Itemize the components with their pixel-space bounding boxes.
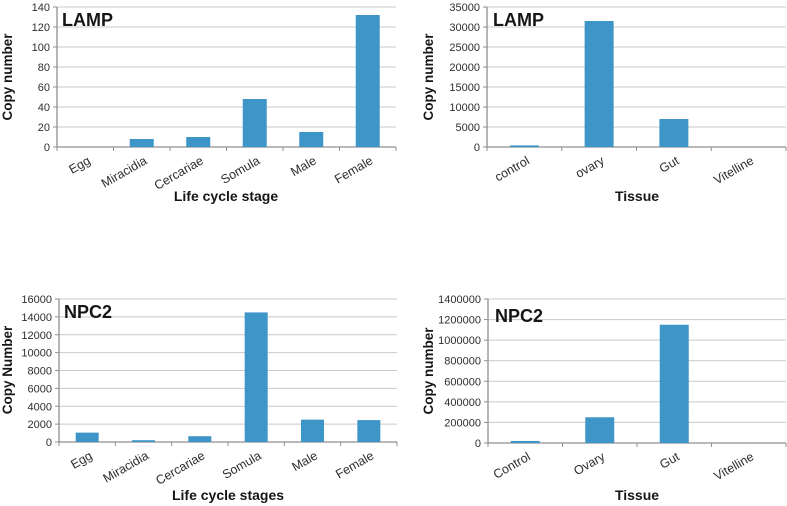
y-tick-label: 16000 <box>21 294 52 306</box>
bar-ovary <box>585 417 615 443</box>
x-category-label: Somula <box>219 153 263 186</box>
chart-title: NPC2 <box>64 302 112 322</box>
y-tick-label: 800000 <box>444 356 481 368</box>
x-category-label: Female <box>332 153 375 186</box>
y-tick-label: 35000 <box>449 2 480 14</box>
bar-somula <box>242 99 267 147</box>
bar-male <box>299 132 324 147</box>
y-tick-label: 400000 <box>444 397 481 409</box>
bar-cercariae <box>186 137 211 147</box>
y-tick-label: 100 <box>32 42 50 54</box>
x-category-label: Gut <box>657 153 682 175</box>
y-tick-label: 15000 <box>449 82 480 94</box>
bar-cercariae <box>188 436 212 442</box>
x-axis-title: Tissue <box>615 487 659 503</box>
y-tick-label: 40 <box>38 102 50 114</box>
bar-egg <box>75 432 99 442</box>
y-axis-title: Copy number <box>421 327 436 415</box>
y-tick-label: 80 <box>38 62 50 74</box>
x-category-label: Ovary <box>571 449 608 478</box>
y-tick-label: 10000 <box>21 348 52 360</box>
chart-title: LAMP <box>62 10 113 30</box>
x-category-label: Vitelline <box>712 449 757 483</box>
x-axis-title: Tissue <box>615 188 659 204</box>
y-tick-label: 1000000 <box>438 335 481 347</box>
x-axis-title: Life cycle stages <box>172 487 284 503</box>
x-category-label: Female <box>333 448 376 481</box>
chart-title: LAMP <box>493 10 544 30</box>
y-tick-label: 10000 <box>449 102 480 114</box>
x-category-label: Egg <box>68 448 94 471</box>
bar-female <box>355 15 380 147</box>
y-tick-label: 140 <box>32 2 50 14</box>
x-category-label: Cercariae <box>153 448 207 487</box>
y-tick-label: 1400000 <box>438 294 481 306</box>
y-tick-label: 0 <box>474 142 480 154</box>
y-axis-title: Copy number <box>421 33 436 121</box>
chart-lamp-life-cycle: 0 20 40 60 80 100 120 140 Egg Miracidia Cercariae S… <box>0 2 397 204</box>
y-tick-label: 2000 <box>28 419 52 431</box>
y-axis-title: Copy Number <box>0 325 15 414</box>
x-category-label: Cercariae <box>152 153 206 192</box>
y-tick-label: 20 <box>38 122 50 134</box>
x-category-label: control <box>492 153 532 184</box>
y-tick-label: 14000 <box>21 312 52 324</box>
y-tick-label: 120 <box>32 22 50 34</box>
y-tick-label: 0 <box>46 437 52 449</box>
x-category-label: Male <box>290 448 321 474</box>
x-category-label: Miracidia <box>99 153 149 190</box>
y-tick-label: 8000 <box>28 366 52 378</box>
bar-miracidia <box>132 440 155 442</box>
bar-ovary <box>584 21 614 147</box>
y-tick-label: 30000 <box>449 22 480 34</box>
x-category-label: Control <box>491 449 533 481</box>
y-tick-label: 12000 <box>21 330 52 342</box>
y-tick-label: 200000 <box>444 417 481 429</box>
x-category-label: ovary <box>573 153 607 181</box>
bar-gut <box>659 324 689 443</box>
chart-lamp-tissue: 0 5000 10000 15000 20000 25000 30000 35000 contr… <box>421 2 787 204</box>
y-tick-label: 6000 <box>28 383 52 395</box>
chart-title: NPC2 <box>495 306 543 326</box>
x-category-label: Somula <box>220 448 264 481</box>
bar-gut <box>659 119 689 147</box>
x-category-label: Male <box>288 153 319 179</box>
y-tick-label: 0 <box>44 142 50 154</box>
y-tick-label: 0 <box>475 438 481 450</box>
x-category-label: Vitelline <box>711 153 756 187</box>
y-tick-label: 600000 <box>444 376 481 388</box>
bar-female <box>357 420 381 442</box>
x-axis-title: Life cycle stage <box>174 188 278 204</box>
x-category-label: Gut <box>657 449 682 471</box>
bar-male <box>301 419 324 442</box>
x-category-label: Miracidia <box>101 448 151 485</box>
y-tick-label: 1200000 <box>438 315 481 327</box>
y-tick-label: 20000 <box>449 62 480 74</box>
bar-somula <box>244 312 268 442</box>
y-tick-label: 60 <box>38 82 50 94</box>
bar-miracidia <box>129 139 154 147</box>
y-axis-title: Copy number <box>0 33 15 121</box>
chart-npc2-tissue: 0 200000 400000 600000 800000 1000000 1200000 1… <box>421 294 787 503</box>
y-tick-label: 5000 <box>456 122 480 134</box>
y-tick-label: 4000 <box>28 401 52 413</box>
bar-control <box>509 145 539 147</box>
y-tick-label: 25000 <box>449 42 480 54</box>
bar-control <box>510 440 540 443</box>
x-category-label: Egg <box>66 153 92 176</box>
chart-npc2-life-cycle: 0 2000 4000 6000 8000 10000 12000 14000 16000 Egg… <box>0 294 398 503</box>
